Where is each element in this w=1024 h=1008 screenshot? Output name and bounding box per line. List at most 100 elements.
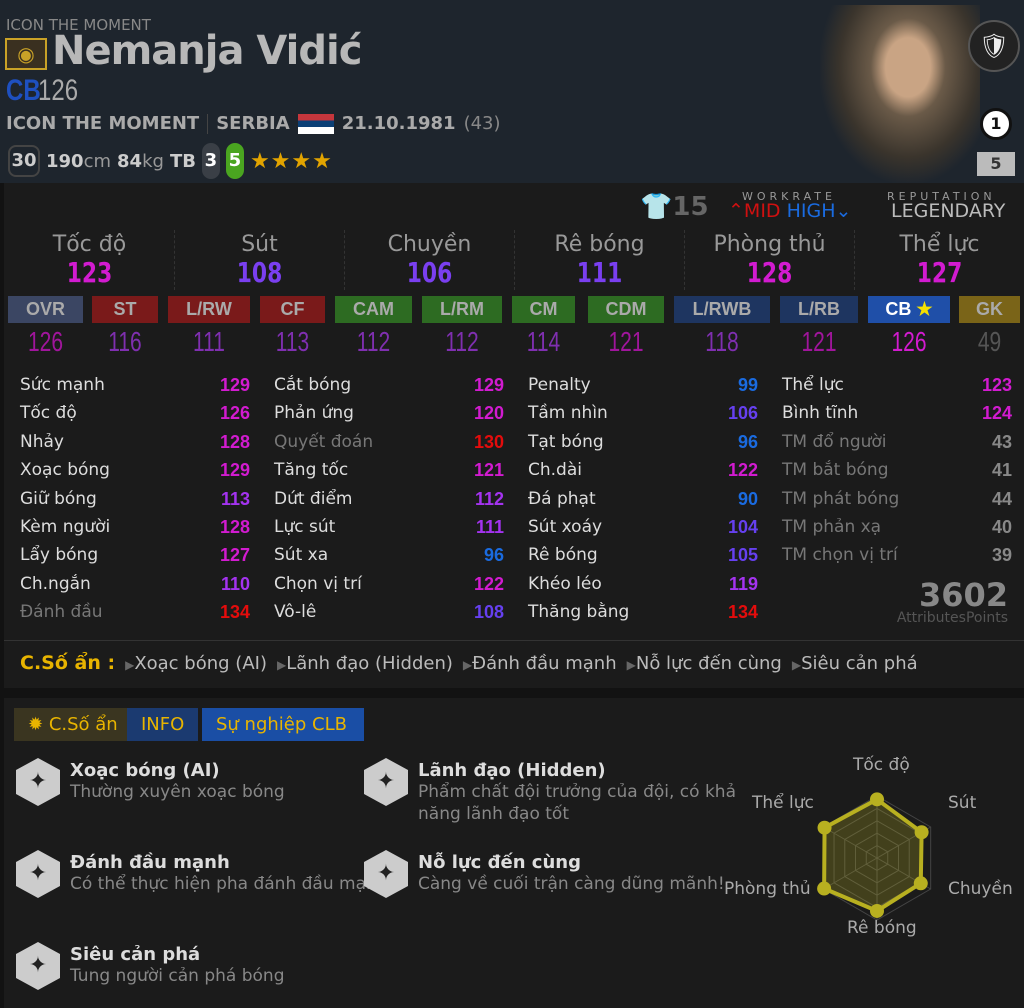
stat-value: 96 xyxy=(737,431,758,452)
hidden-trait-chip[interactable]: ▶Xoạc bóng (AI) xyxy=(125,652,267,674)
stat-label: Khéo léo xyxy=(528,573,602,594)
divider xyxy=(4,640,1024,641)
season-name: ICON THE MOMENT xyxy=(6,113,200,134)
stat-group: Thể lực 127 xyxy=(855,230,1024,290)
stat-label: Ch.dài xyxy=(528,460,582,481)
rank-badge: 1 xyxy=(980,108,1012,140)
trait-item: Siêu cản phá Tung người cản phá bóng xyxy=(70,944,400,987)
detail-panel xyxy=(4,698,1024,1008)
stat-group: Sút 108 xyxy=(175,230,345,290)
stat-row: Cắt bóng 129 xyxy=(274,375,504,396)
stat-row: Giữ bóng 113 xyxy=(20,489,250,510)
stat-group-value: 106 xyxy=(406,256,453,289)
radar-point xyxy=(817,881,832,896)
workrate-att: ⌃MID xyxy=(728,200,781,222)
stat-row: Chọn vị trí 122 xyxy=(274,574,504,595)
stat-group-value: 108 xyxy=(236,256,283,289)
stat-row: Khéo léo 119 xyxy=(528,574,758,595)
position-badge-st[interactable]: ST xyxy=(92,296,158,323)
stat-group-value: 128 xyxy=(746,256,793,289)
position-badge-l-rwb[interactable]: L/RWB xyxy=(674,296,770,323)
hidden-trait-chip[interactable]: ▶Nỗ lực đến cùng xyxy=(626,652,782,674)
stat-value: 126 xyxy=(219,403,250,424)
skill-stars: ★★★★ xyxy=(249,148,333,174)
trait-item: Nỗ lực đến cùng Càng về cuối trận càng dũ… xyxy=(418,852,748,895)
stat-row: Tăng tốc 121 xyxy=(274,460,504,481)
weight-unit: kg xyxy=(142,150,164,172)
position-badge-l-rm[interactable]: L/RM xyxy=(422,296,502,323)
hidden-trait-chip[interactable]: ▶Siêu cản phá xyxy=(791,652,918,674)
stat-row: Thể lực 123 xyxy=(782,375,1012,396)
stat-value: 104 xyxy=(727,517,758,537)
height-unit: cm xyxy=(83,150,112,172)
stat-value: 113 xyxy=(220,488,250,509)
position-rating: 111 xyxy=(193,326,225,357)
height: 190 xyxy=(46,150,84,172)
stat-row: TM phản xạ 40 xyxy=(782,517,1012,538)
stat-group-label: Phòng thủ xyxy=(713,232,826,257)
stat-label: TM đổ người xyxy=(782,431,887,452)
radar-label: Rê bóng xyxy=(847,918,917,938)
radar-point xyxy=(870,792,884,807)
season-icon: ◉ xyxy=(5,38,47,70)
position-badge-cb[interactable]: CB ★ xyxy=(868,296,950,323)
stat-row: TM đổ người 43 xyxy=(782,432,1012,453)
stat-label: Thể lực xyxy=(782,375,844,395)
position-badge-l-rw[interactable]: L/RW xyxy=(168,296,250,323)
stat-label: Dứt điểm xyxy=(274,488,353,509)
nation: SERBIA xyxy=(216,113,290,134)
stat-row: Sút xa 96 xyxy=(274,545,504,566)
total-label: AttributesPoints xyxy=(896,610,1008,626)
stat-label: Xoạc bóng xyxy=(20,460,110,481)
position-badge-cf[interactable]: CF xyxy=(260,296,325,323)
stat-value: 130 xyxy=(473,431,504,452)
hidden-trait-chip[interactable]: ▶Lãnh đạo (Hidden) xyxy=(276,652,453,674)
radar-axis xyxy=(823,857,878,890)
player-header: ICON THE MOMENT ◉ Nemanja Vidić CB 126 I… xyxy=(0,0,1024,183)
stat-value: 127 xyxy=(219,545,250,566)
stat-value: 119 xyxy=(728,573,758,594)
stat-row: Lực sút 111 xyxy=(274,517,504,538)
stat-label: Chọn vị trí xyxy=(274,573,362,594)
position-badge-cam[interactable]: CAM xyxy=(335,296,412,323)
enhance-level: 5 xyxy=(977,152,1015,176)
stat-row: TM phát bóng 44 xyxy=(782,489,1012,510)
stat-row: Đá phạt 90 xyxy=(528,489,758,510)
position-badge-cdm[interactable]: CDM xyxy=(588,296,664,323)
position-badge-gk[interactable]: GK xyxy=(959,296,1020,323)
gear-icon: ✹ xyxy=(28,714,44,735)
radar-label: Sút xyxy=(948,793,977,813)
serbia-flag-icon xyxy=(297,113,334,134)
dob: 21.10.1981 xyxy=(341,113,456,134)
position-badge-l-rb[interactable]: L/RB xyxy=(780,296,858,323)
stat-value: 40 xyxy=(991,517,1012,537)
stat-value: 129 xyxy=(219,375,250,395)
radar-label: Phòng thủ xyxy=(724,879,811,899)
tab-hidden-traits[interactable]: ✹ C.Số ẩn xyxy=(14,708,132,741)
position-badge-ovr[interactable]: OVR xyxy=(8,296,83,323)
stat-value: 122 xyxy=(473,573,504,594)
radar-point xyxy=(913,876,928,891)
left-foot: 3 xyxy=(201,143,220,179)
stat-label: Kèm người xyxy=(20,517,111,537)
stat-group: Rê bóng 111 xyxy=(515,230,685,290)
stat-value: 121 xyxy=(473,460,504,481)
stat-label: TM bắt bóng xyxy=(782,460,889,481)
workrate-label: WORKRATE xyxy=(742,190,836,203)
stat-label: Sút xa xyxy=(274,545,329,566)
position-badge-cm[interactable]: CM xyxy=(512,296,575,323)
star-icon: ★ xyxy=(911,299,933,319)
tab-info[interactable]: INFO xyxy=(127,708,199,741)
hidden-trait-chip[interactable]: ▶Đánh đầu mạnh xyxy=(462,652,617,674)
stat-value: 128 xyxy=(219,517,250,537)
stat-row: Kèm người 128 xyxy=(20,517,250,538)
radar-area xyxy=(822,796,924,914)
stat-row: Lẩy bóng 127 xyxy=(20,545,250,566)
stat-value: 43 xyxy=(991,431,1012,452)
stat-label: Phản ứng xyxy=(274,403,354,424)
stat-row: Ch.dài 122 xyxy=(528,460,758,481)
position-rating: 121 xyxy=(608,326,644,357)
trait-title: Đánh đầu mạnh xyxy=(70,852,230,873)
tab-club-career[interactable]: Sự nghiệp CLB xyxy=(202,708,364,741)
lungs-icon: ✦ xyxy=(364,850,408,898)
